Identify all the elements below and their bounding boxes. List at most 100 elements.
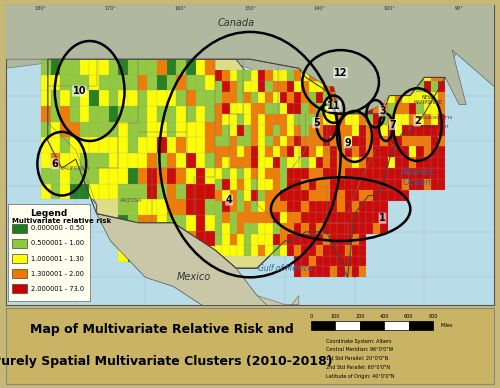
Bar — [302, 223, 308, 234]
Bar — [323, 158, 330, 168]
Bar — [138, 106, 147, 121]
Bar — [166, 75, 176, 90]
Bar — [230, 125, 236, 135]
Bar — [316, 201, 323, 212]
Bar — [236, 125, 244, 135]
Bar — [287, 103, 294, 114]
Bar — [70, 137, 80, 152]
Bar — [236, 135, 244, 146]
Bar — [80, 152, 90, 168]
Text: 1.000001 - 1.30: 1.000001 - 1.30 — [31, 256, 84, 262]
Bar — [294, 256, 302, 267]
Bar — [138, 246, 147, 262]
Bar — [266, 103, 272, 114]
Bar — [266, 70, 272, 81]
Bar — [330, 168, 338, 179]
Bar — [344, 256, 352, 267]
Bar — [118, 152, 128, 168]
Bar — [338, 244, 344, 256]
Bar — [366, 212, 374, 223]
Bar — [215, 234, 222, 244]
Bar — [230, 201, 236, 212]
Bar — [196, 230, 205, 246]
Bar — [50, 106, 60, 121]
Bar — [302, 256, 308, 267]
Bar — [108, 59, 118, 75]
Bar — [330, 201, 338, 212]
Bar — [108, 137, 118, 152]
Bar — [344, 146, 352, 158]
Bar — [330, 267, 338, 277]
Text: 10: 10 — [72, 86, 86, 96]
Bar — [186, 90, 196, 106]
Bar — [60, 152, 70, 168]
Bar — [294, 92, 302, 103]
Bar — [196, 106, 205, 121]
Bar — [287, 244, 294, 256]
Bar — [186, 59, 196, 75]
Bar — [222, 135, 230, 146]
Bar — [222, 244, 230, 256]
Bar — [344, 158, 352, 168]
Bar — [280, 135, 287, 146]
Bar — [196, 215, 205, 230]
Bar — [344, 244, 352, 256]
Bar — [99, 168, 108, 184]
Bar — [338, 267, 344, 277]
Bar — [166, 90, 176, 106]
Bar — [316, 179, 323, 190]
Bar — [302, 135, 308, 146]
Bar — [236, 244, 244, 256]
Bar — [70, 90, 80, 106]
Bar — [294, 223, 302, 234]
Bar — [90, 121, 99, 137]
Bar — [157, 137, 166, 152]
Bar — [166, 59, 176, 75]
Bar — [244, 135, 251, 146]
Bar — [236, 92, 244, 103]
Bar — [280, 158, 287, 168]
Bar — [388, 125, 395, 135]
Bar — [366, 146, 374, 158]
Bar — [60, 106, 70, 121]
Bar — [251, 234, 258, 244]
Bar — [50, 90, 60, 106]
Bar — [215, 158, 222, 168]
Bar — [402, 125, 409, 135]
Bar — [138, 152, 147, 168]
Bar — [108, 152, 118, 168]
Bar — [157, 90, 166, 106]
Bar — [384, 320, 408, 331]
Bar — [244, 223, 251, 234]
Bar — [416, 81, 424, 92]
Bar — [316, 135, 323, 146]
Bar — [128, 137, 138, 152]
Bar — [410, 168, 416, 179]
Bar — [230, 179, 236, 190]
Bar — [338, 146, 344, 158]
Bar — [294, 190, 302, 201]
Bar — [138, 184, 147, 199]
Bar — [302, 168, 308, 179]
Bar — [230, 223, 236, 234]
Bar — [258, 223, 266, 234]
Text: Coordinate System: Albers: Coordinate System: Albers — [326, 339, 391, 344]
Bar — [236, 70, 244, 81]
Bar — [416, 125, 424, 135]
Bar — [222, 146, 230, 158]
Bar — [438, 158, 445, 168]
Bar — [50, 152, 60, 168]
Bar — [272, 114, 280, 125]
Bar — [395, 179, 402, 190]
Bar — [308, 103, 316, 114]
Bar — [308, 114, 316, 125]
Bar — [222, 168, 230, 179]
Bar — [148, 121, 157, 137]
Bar — [272, 158, 280, 168]
Bar — [128, 199, 138, 215]
Bar — [431, 146, 438, 158]
Bar — [438, 146, 445, 158]
Bar — [431, 158, 438, 168]
Bar — [50, 184, 60, 199]
Bar — [380, 125, 388, 135]
